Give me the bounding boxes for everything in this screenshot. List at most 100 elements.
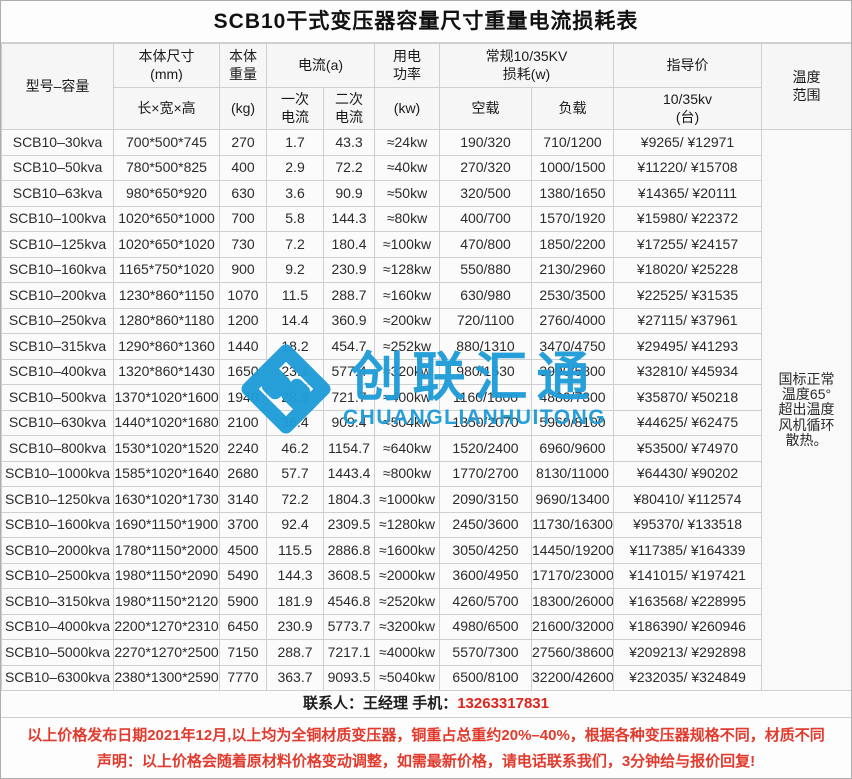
cell-noload: 2450/3600 xyxy=(439,511,532,538)
cell-size: 1020*650*1020 xyxy=(113,231,220,258)
table-row: SCB10–500kva 1370*1020*1600 1940 28.9 72… xyxy=(1,384,852,411)
cell-size: 1630*1020*1730 xyxy=(113,486,220,513)
table-row: SCB10–6300kva 2380*1300*2590 7770 363.7 … xyxy=(1,664,852,691)
cell-weight: 1200 xyxy=(219,307,267,334)
cell-model: SCB10–315kva xyxy=(1,333,114,360)
cell-price: ¥163568/ ¥228995 xyxy=(613,588,762,615)
cell-i2: 3608.5 xyxy=(323,562,375,589)
cell-i2: 230.9 xyxy=(323,256,375,283)
cell-price: ¥209213/ ¥292898 xyxy=(613,639,762,666)
table-row: SCB10–5000kva 2270*1270*2500 7150 288.7 … xyxy=(1,639,852,666)
cell-weight: 2240 xyxy=(219,435,267,462)
cell-size: 2200*1270*2310 xyxy=(113,613,220,640)
cell-i1: 92.4 xyxy=(266,511,324,538)
cell-i2: 909.4 xyxy=(323,409,375,436)
cell-model: SCB10–800kva xyxy=(1,435,114,462)
cell-power: ≈24kw xyxy=(374,129,440,156)
cell-power: ≈1600kw xyxy=(374,537,440,564)
cell-power: ≈3200kw xyxy=(374,613,440,640)
cell-i2: 43.3 xyxy=(323,129,375,156)
cell-i2: 454.7 xyxy=(323,333,375,360)
col-header-weight: 本体 重量 xyxy=(219,43,267,88)
cell-size: 1530*1020*1520 xyxy=(113,435,220,462)
table-row: SCB10–315kva 1290*860*1360 1440 18.2 454… xyxy=(1,333,852,360)
col-header-model: 型号–容量 xyxy=(1,43,114,130)
cell-power: ≈800kw xyxy=(374,460,440,487)
table-row: SCB10–2500kva 1980*1150*2090 5490 144.3 … xyxy=(1,562,852,589)
cell-noload: 3050/4250 xyxy=(439,537,532,564)
cell-load: 2530/3500 xyxy=(531,282,614,309)
table-row: SCB10–100kva 1020*650*1000 700 5.8 144.3… xyxy=(1,205,852,232)
cell-noload: 400/700 xyxy=(439,205,532,232)
contact-phone: 13263317831 xyxy=(457,695,549,712)
page-title: SCB10干式变压器容量尺寸重量电流损耗表 xyxy=(1,1,851,43)
table-row: SCB10–30kva 700*500*745 270 1.7 43.3 ≈24… xyxy=(1,129,851,691)
cell-size: 2270*1270*2500 xyxy=(113,639,220,666)
cell-i1: 7.2 xyxy=(266,231,324,258)
cell-size: 1690*1150*1900 xyxy=(113,511,220,538)
cell-noload: 320/500 xyxy=(439,180,532,207)
cell-power: ≈100kw xyxy=(374,231,440,258)
cell-model: SCB10–1600kva xyxy=(1,511,114,538)
cell-size: 1980*1150*2120 xyxy=(113,588,220,615)
cell-size: 980*650*920 xyxy=(113,180,220,207)
table-row: SCB10–1000kva 1585*1020*1640 2680 57.7 1… xyxy=(1,460,852,487)
cell-power: ≈160kw xyxy=(374,282,440,309)
cell-i1: 3.6 xyxy=(266,180,324,207)
table-row: SCB10–50kva 780*500*825 400 2.9 72.2 ≈40… xyxy=(1,154,852,181)
cell-load: 2130/2960 xyxy=(531,256,614,283)
cell-load: 27560/38600 xyxy=(531,639,614,666)
cell-weight: 7770 xyxy=(219,664,267,691)
cell-i1: 1.7 xyxy=(266,129,324,156)
cell-model: SCB10–630kva xyxy=(1,409,114,436)
cell-noload: 4260/5700 xyxy=(439,588,532,615)
cell-price: ¥11220/ ¥15708 xyxy=(613,154,762,181)
cell-weight: 270 xyxy=(219,129,267,156)
cell-power: ≈504kw xyxy=(374,409,440,436)
cell-size: 1780*1150*2000 xyxy=(113,537,220,564)
cell-price: ¥117385/ ¥164339 xyxy=(613,537,762,564)
cell-load: 21600/32000 xyxy=(531,613,614,640)
cell-model: SCB10–1250kva xyxy=(1,486,114,513)
col-header-loss-noload: 空载 xyxy=(439,87,532,130)
cell-size: 1020*650*1000 xyxy=(113,205,220,232)
cell-i2: 7217.1 xyxy=(323,639,375,666)
cell-price: ¥64430/ ¥90202 xyxy=(613,460,762,487)
cell-noload: 550/880 xyxy=(439,256,532,283)
cell-noload: 1160/1800 xyxy=(439,384,532,411)
table-row: SCB10–630kva 1440*1020*1680 2100 36.4 90… xyxy=(1,409,852,436)
cell-i2: 2886.8 xyxy=(323,537,375,564)
cell-price: ¥232035/ ¥324849 xyxy=(613,664,762,691)
cell-i1: 14.4 xyxy=(266,307,324,334)
col-header-price-unit: 10/35kv (台) xyxy=(613,87,762,130)
cell-i1: 36.4 xyxy=(266,409,324,436)
cell-weight: 3140 xyxy=(219,486,267,513)
contact-label: 联系人：王经理 手机： xyxy=(303,695,458,712)
cell-load: 11730/16300 xyxy=(531,511,614,538)
cell-i1: 18.2 xyxy=(266,333,324,360)
cell-i2: 721.7 xyxy=(323,384,375,411)
cell-i1: 72.2 xyxy=(266,486,324,513)
cell-model: SCB10–2000kva xyxy=(1,537,114,564)
cell-model: SCB10–4000kva xyxy=(1,613,114,640)
col-header-weight-unit: (kg) xyxy=(219,87,267,130)
table-row: SCB10–200kva 1230*860*1150 1070 11.5 288… xyxy=(1,282,852,309)
cell-price: ¥18020/ ¥25228 xyxy=(613,256,762,283)
cell-price: ¥44625/ ¥62475 xyxy=(613,409,762,436)
cell-model: SCB10–250kva xyxy=(1,307,114,334)
table-row: SCB10–63kva 980*650*920 630 3.6 90.9 ≈50… xyxy=(1,180,852,207)
cell-size: 1320*860*1430 xyxy=(113,358,220,385)
cell-power: ≈1000kw xyxy=(374,486,440,513)
cell-price: ¥14365/ ¥20111 xyxy=(613,180,762,207)
table-row: SCB10–1250kva 1630*1020*1730 3140 72.2 1… xyxy=(1,486,852,513)
cell-i1: 363.7 xyxy=(266,664,324,691)
cell-load: 1380/1650 xyxy=(531,180,614,207)
contact-line: 联系人：王经理 手机：13263317831 xyxy=(1,691,851,717)
cell-weight: 1070 xyxy=(219,282,267,309)
cell-i2: 1804.3 xyxy=(323,486,375,513)
cell-price: ¥32810/ ¥45934 xyxy=(613,358,762,385)
temp-range-note: 国标正常 温度65° 超出温度 风机循环 散热。 xyxy=(761,129,851,691)
table-row: SCB10–400kva 1320*860*1430 1650 23.1 577… xyxy=(1,358,852,385)
cell-noload: 720/1100 xyxy=(439,307,532,334)
